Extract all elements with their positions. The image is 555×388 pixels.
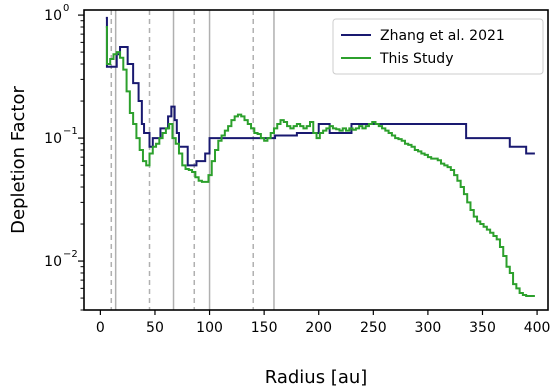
x-axis-label: Radius [au] — [265, 367, 368, 388]
x-tick-label: 150 — [251, 320, 278, 336]
x-tick-label: 250 — [360, 320, 387, 336]
y-tick-label: 10 — [44, 8, 62, 24]
y-tick-exponent: −1 — [63, 126, 78, 137]
legend-label-1: Zhang et al. 2021 — [380, 28, 505, 44]
x-tick-label: 350 — [469, 320, 496, 336]
y-tick-exponent: 0 — [63, 3, 69, 14]
x-tick-label: 400 — [524, 320, 551, 336]
legend-label-2: This Study — [379, 51, 453, 67]
series-line-2 — [105, 26, 535, 297]
x-tick-label: 200 — [305, 320, 332, 336]
legend: Zhang et al. 2021 This Study — [332, 18, 544, 75]
x-tick-label: 50 — [146, 320, 164, 336]
plot-frame — [83, 9, 549, 311]
x-tick-label: 0 — [96, 320, 105, 336]
y-tick-label: 10 — [44, 131, 62, 147]
y-tick-label: 10 — [44, 254, 62, 270]
plot-area — [105, 10, 535, 310]
y-axis-label: Depletion Factor — [8, 86, 29, 234]
legend-box — [332, 18, 544, 75]
x-tick-label: 300 — [415, 320, 442, 336]
y-tick-exponent: −2 — [63, 249, 78, 260]
x-tick-label: 100 — [196, 320, 223, 336]
